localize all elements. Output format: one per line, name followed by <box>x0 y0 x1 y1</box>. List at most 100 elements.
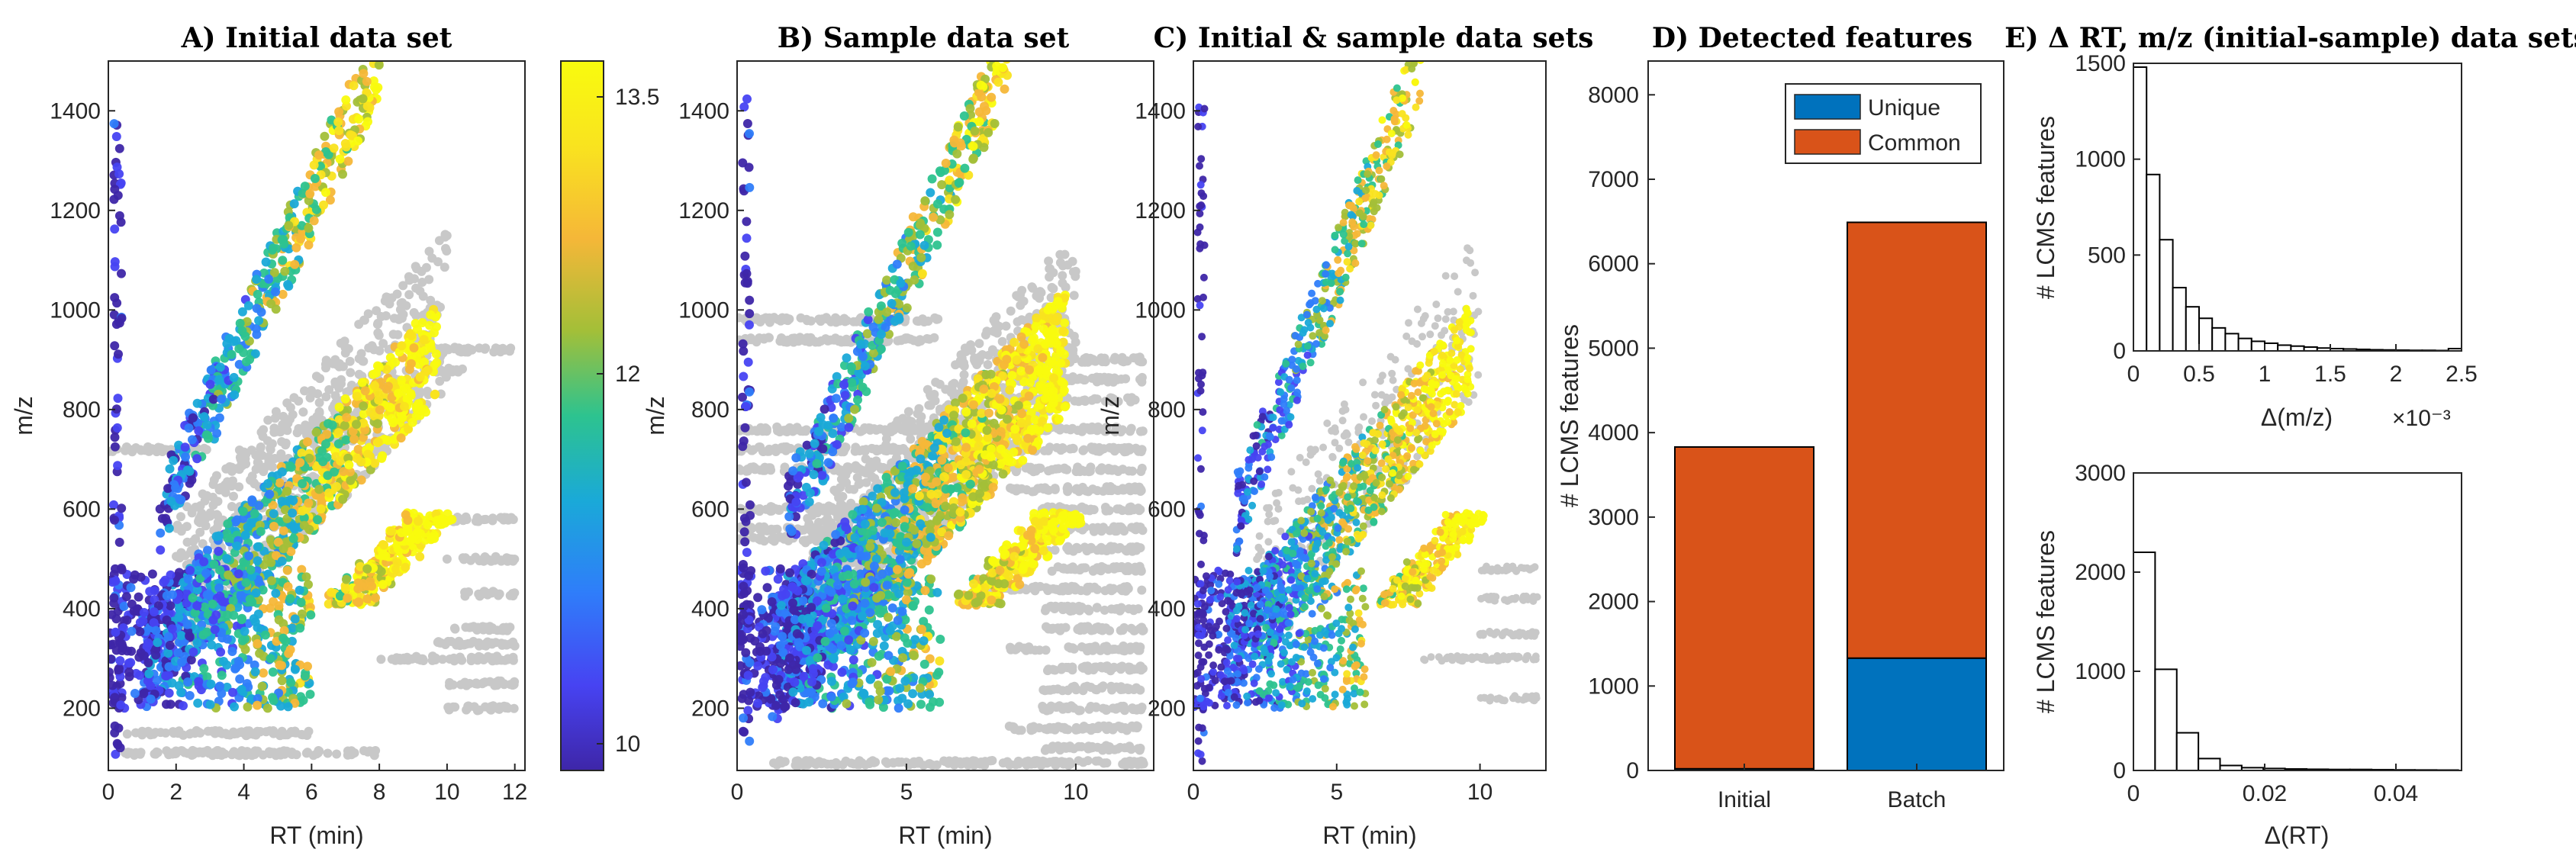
feature-point <box>407 417 417 427</box>
feature-point <box>282 487 292 496</box>
feature-point <box>377 453 387 463</box>
feature-point <box>110 257 120 267</box>
x-tick-label: 0 <box>102 780 115 805</box>
gray-feature-point <box>244 727 253 737</box>
feature-point <box>360 425 370 435</box>
gray-feature-point <box>463 638 473 648</box>
gray-feature-point <box>1126 502 1136 512</box>
feature-point <box>423 365 433 375</box>
feature-point <box>373 361 382 371</box>
gray-feature-point <box>1119 526 1129 536</box>
gray-feature-point <box>442 230 452 240</box>
gray-feature-point <box>1044 485 1054 495</box>
gray-feature-point <box>1058 444 1068 454</box>
panel-a-xlabel: RT (min) <box>269 822 363 849</box>
gray-feature-point <box>1125 445 1135 455</box>
gray-feature-point <box>162 746 172 756</box>
feature-point <box>206 365 216 375</box>
feature-point <box>373 437 383 447</box>
feature-point <box>335 154 345 164</box>
feature-point <box>275 478 285 487</box>
feature-point <box>397 528 407 538</box>
feature-point <box>401 562 411 572</box>
feature-point <box>311 427 321 437</box>
gray-feature-point <box>806 316 816 326</box>
feature-point <box>216 647 226 657</box>
feature-point <box>262 703 272 713</box>
feature-point <box>282 565 292 575</box>
feature-point <box>288 623 298 633</box>
feature-point <box>215 591 225 601</box>
feature-point <box>271 287 280 297</box>
gray-feature-point <box>1030 645 1040 655</box>
gray-feature-point <box>1051 584 1061 594</box>
gray-feature-point <box>1086 542 1096 552</box>
gray-feature-point <box>1113 603 1122 613</box>
feature-point <box>237 615 246 625</box>
feature-point <box>109 119 119 129</box>
feature-point <box>353 597 363 607</box>
gray-feature-point <box>298 407 308 417</box>
gray-feature-point <box>796 313 806 323</box>
feature-point <box>332 481 342 491</box>
gray-feature-point <box>398 298 407 307</box>
gray-feature-point <box>130 751 139 760</box>
feature-point <box>136 648 146 658</box>
feature-point <box>109 500 118 510</box>
feature-point <box>163 632 173 642</box>
gray-feature-point <box>1055 626 1065 635</box>
gray-feature-point <box>469 622 478 632</box>
feature-point <box>333 439 343 449</box>
gray-feature-point <box>1126 745 1136 754</box>
feature-point <box>298 188 308 198</box>
feature-point <box>193 565 203 575</box>
feature-point <box>245 355 255 365</box>
feature-point <box>238 507 248 516</box>
feature-point <box>235 674 245 684</box>
gray-feature-point <box>442 554 452 564</box>
feature-point <box>279 544 288 554</box>
gray-feature-point <box>1070 396 1080 406</box>
gray-feature-point <box>438 655 448 664</box>
feature-point <box>333 428 343 438</box>
feature-point <box>309 160 319 170</box>
feature-point <box>304 453 314 463</box>
feature-point <box>353 445 363 454</box>
feature-point <box>127 599 137 609</box>
gray-feature-point <box>147 444 157 454</box>
feature-point <box>210 625 220 635</box>
gray-feature-point <box>445 655 455 664</box>
gray-feature-point <box>1077 357 1087 367</box>
feature-point <box>342 413 352 423</box>
feature-point <box>214 413 224 423</box>
feature-point <box>232 541 242 551</box>
gray-feature-point <box>496 556 506 566</box>
gray-feature-point <box>483 651 493 661</box>
y-tick-label: 200 <box>63 696 101 721</box>
gray-feature-point <box>305 393 315 403</box>
gray-feature-point <box>1137 703 1147 712</box>
feature-point <box>214 583 224 593</box>
feature-point <box>269 268 279 278</box>
feature-point <box>333 117 343 127</box>
feature-point <box>396 433 406 443</box>
feature-point <box>202 590 212 600</box>
feature-point <box>320 131 330 141</box>
feature-point <box>359 418 369 428</box>
feature-point <box>382 365 391 375</box>
gray-feature-point <box>488 587 498 597</box>
gray-feature-point <box>1066 701 1076 711</box>
gray-feature-point <box>1135 661 1145 671</box>
gray-feature-point <box>1109 722 1119 732</box>
gray-feature-point <box>444 703 454 712</box>
gray-feature-point <box>737 465 743 474</box>
feature-point <box>295 623 305 633</box>
feature-point <box>253 700 262 710</box>
gray-feature-point <box>1130 395 1140 405</box>
gray-feature-point <box>395 655 405 665</box>
feature-point <box>149 607 159 617</box>
feature-point <box>193 698 203 708</box>
feature-point <box>284 281 294 291</box>
feature-point <box>250 509 259 519</box>
feature-point <box>250 667 260 677</box>
